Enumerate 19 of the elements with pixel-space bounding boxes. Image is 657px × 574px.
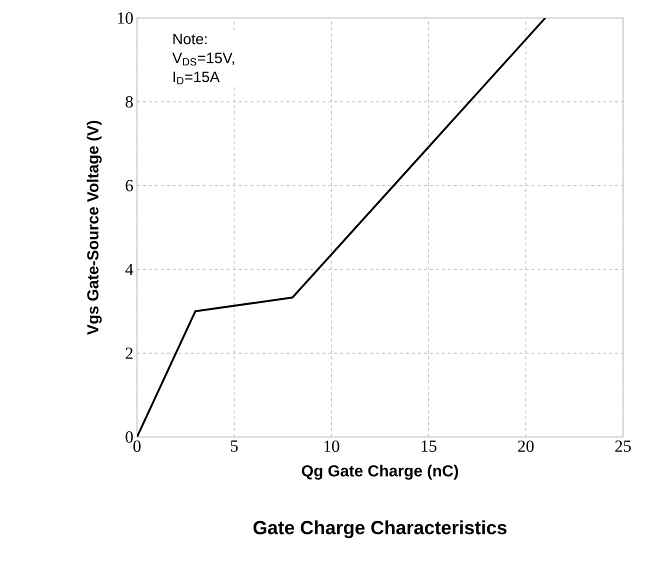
annotation: V$_{DS}$=15V, bbox=[172, 52, 234, 66]
y-tick-label: 2 bbox=[126, 348, 133, 359]
x-tick-label: 5 bbox=[230, 440, 238, 452]
y-tick-label: 4 bbox=[125, 264, 134, 275]
annotation: I$_{D}$=15A bbox=[174, 72, 220, 84]
x-tick-label: 10 bbox=[324, 440, 340, 452]
x-tick-label: 0 bbox=[133, 440, 141, 452]
x-tick-label: 15 bbox=[422, 440, 436, 452]
annotation: Note: bbox=[173, 34, 207, 44]
y-axis-title: Vgs Gate-Source Voltage (V) bbox=[86, 120, 102, 335]
text: Gate Charge Characteristics bbox=[253, 520, 506, 538]
x-tick-label: 25 bbox=[615, 440, 631, 452]
x-axis-title: Qg Gate Charge (nC) bbox=[302, 464, 458, 480]
y-tick-label: 8 bbox=[126, 96, 133, 108]
y-tick-label: 0 bbox=[126, 431, 133, 443]
line-series bbox=[137, 18, 546, 437]
y-tick-label: 10 bbox=[118, 12, 133, 24]
x-tick-label: 20 bbox=[518, 440, 534, 452]
y-tick-label: 6 bbox=[126, 180, 133, 192]
